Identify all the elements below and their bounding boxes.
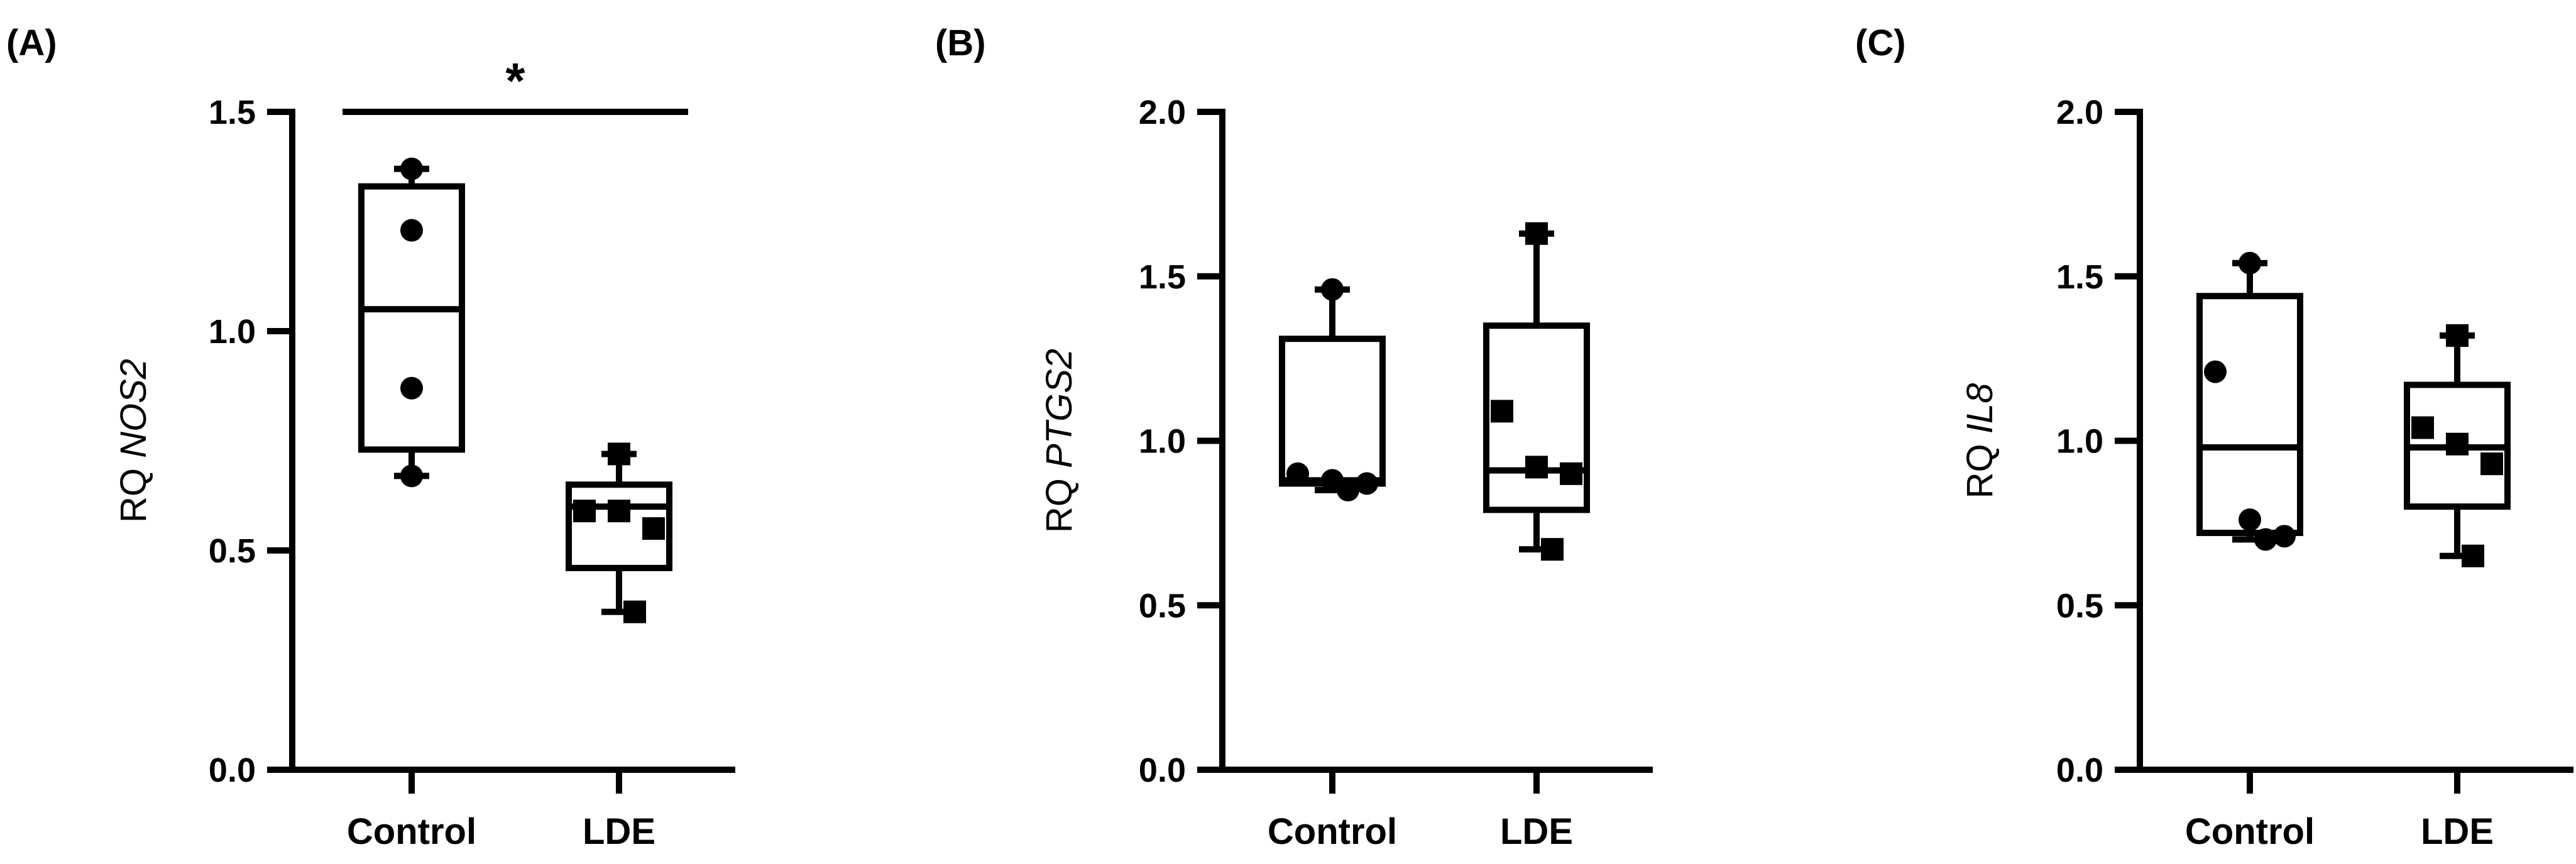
y-tick-label: 1.5 xyxy=(1139,258,1186,296)
x-category-label: Control xyxy=(347,811,476,852)
data-point xyxy=(2446,432,2469,456)
data-point xyxy=(1525,456,1548,479)
y-axis-label-prefix: RQ xyxy=(1039,478,1080,533)
data-point xyxy=(2239,508,2261,532)
data-point xyxy=(400,219,423,242)
panel-label: (C) xyxy=(1855,23,1906,63)
y-tick-label: 1.0 xyxy=(2056,423,2103,461)
panel-a: (A) 0.0 0.5 1.0 1.5 Control LDE RQ NOS2 * xyxy=(6,23,735,852)
x-category-label: LDE xyxy=(583,811,655,852)
y-tick-label: 1.5 xyxy=(2056,258,2103,296)
y-axis-label-gene: PTGS2 xyxy=(1039,349,1080,468)
panel-label: (B) xyxy=(935,23,986,63)
data-point xyxy=(642,517,665,540)
y-tick-label: 0.5 xyxy=(2056,587,2103,625)
y-tick-label: 0.5 xyxy=(1139,587,1186,625)
y-tick-label: 0.0 xyxy=(209,752,256,789)
data-point xyxy=(608,442,630,466)
data-point xyxy=(1491,400,1513,423)
box-lde xyxy=(2404,324,2511,567)
y-axis-label: RQ IL8 xyxy=(1959,383,2000,499)
data-point xyxy=(2480,452,2503,476)
data-point xyxy=(400,464,423,488)
data-point xyxy=(1560,462,1582,485)
data-point xyxy=(1337,479,1359,502)
data-point xyxy=(2239,251,2261,275)
box-lde xyxy=(566,442,672,623)
data-point xyxy=(400,157,423,180)
box-control xyxy=(2196,251,2303,551)
y-tick-label: 1.0 xyxy=(1139,423,1186,461)
y-axis-label-gene: IL8 xyxy=(1959,383,2000,434)
y-axis-label-prefix: RQ xyxy=(1959,444,2000,498)
y-tick-label: 1.0 xyxy=(209,313,256,351)
panel-c: (C) 0.0 0.5 1.0 1.5 2.0 Control LDE RQ IL8 xyxy=(1855,23,2573,852)
y-tick-label: 0.5 xyxy=(209,532,256,570)
significance-label: * xyxy=(505,53,525,109)
y-tick-label: 2.0 xyxy=(1139,94,1186,131)
data-point xyxy=(2254,528,2277,551)
box-control xyxy=(1279,278,1386,502)
data-point xyxy=(1525,222,1548,245)
data-point xyxy=(2446,324,2469,347)
data-point xyxy=(573,500,596,523)
data-point xyxy=(608,500,630,523)
x-category-label: LDE xyxy=(2421,811,2494,852)
box-control xyxy=(358,157,465,488)
y-axis-label-gene: NOS2 xyxy=(113,359,154,458)
y-tick-label: 1.5 xyxy=(209,94,256,131)
y-axis-label: RQ PTGS2 xyxy=(1039,349,1080,533)
data-point xyxy=(1541,538,1564,561)
data-point xyxy=(2411,416,2434,439)
x-category-label: LDE xyxy=(1500,811,1573,852)
data-point xyxy=(1286,462,1309,485)
data-point xyxy=(623,600,646,623)
data-point xyxy=(2204,360,2227,383)
box-lde xyxy=(1483,222,1590,561)
data-point xyxy=(2273,525,2296,548)
panel-label: (A) xyxy=(6,23,57,63)
panel-b: (B) 0.0 0.5 1.0 1.5 2.0 Control LDE RQ PTGS2 xyxy=(935,23,1653,852)
y-axis-label: RQ NOS2 xyxy=(113,359,154,523)
y-tick-label: 2.0 xyxy=(2056,94,2103,131)
data-point xyxy=(400,376,423,400)
x-category-label: Control xyxy=(1268,811,1397,852)
x-category-label: Control xyxy=(2185,811,2315,852)
y-axis-label-prefix: RQ xyxy=(113,468,154,523)
data-point xyxy=(1321,278,1344,301)
data-point xyxy=(1356,472,1378,495)
box-iqr xyxy=(2196,293,2303,537)
data-point xyxy=(2462,544,2484,567)
y-tick-label: 0.0 xyxy=(1139,752,1186,789)
box-iqr xyxy=(1279,336,1386,487)
y-tick-label: 0.0 xyxy=(2056,752,2103,789)
